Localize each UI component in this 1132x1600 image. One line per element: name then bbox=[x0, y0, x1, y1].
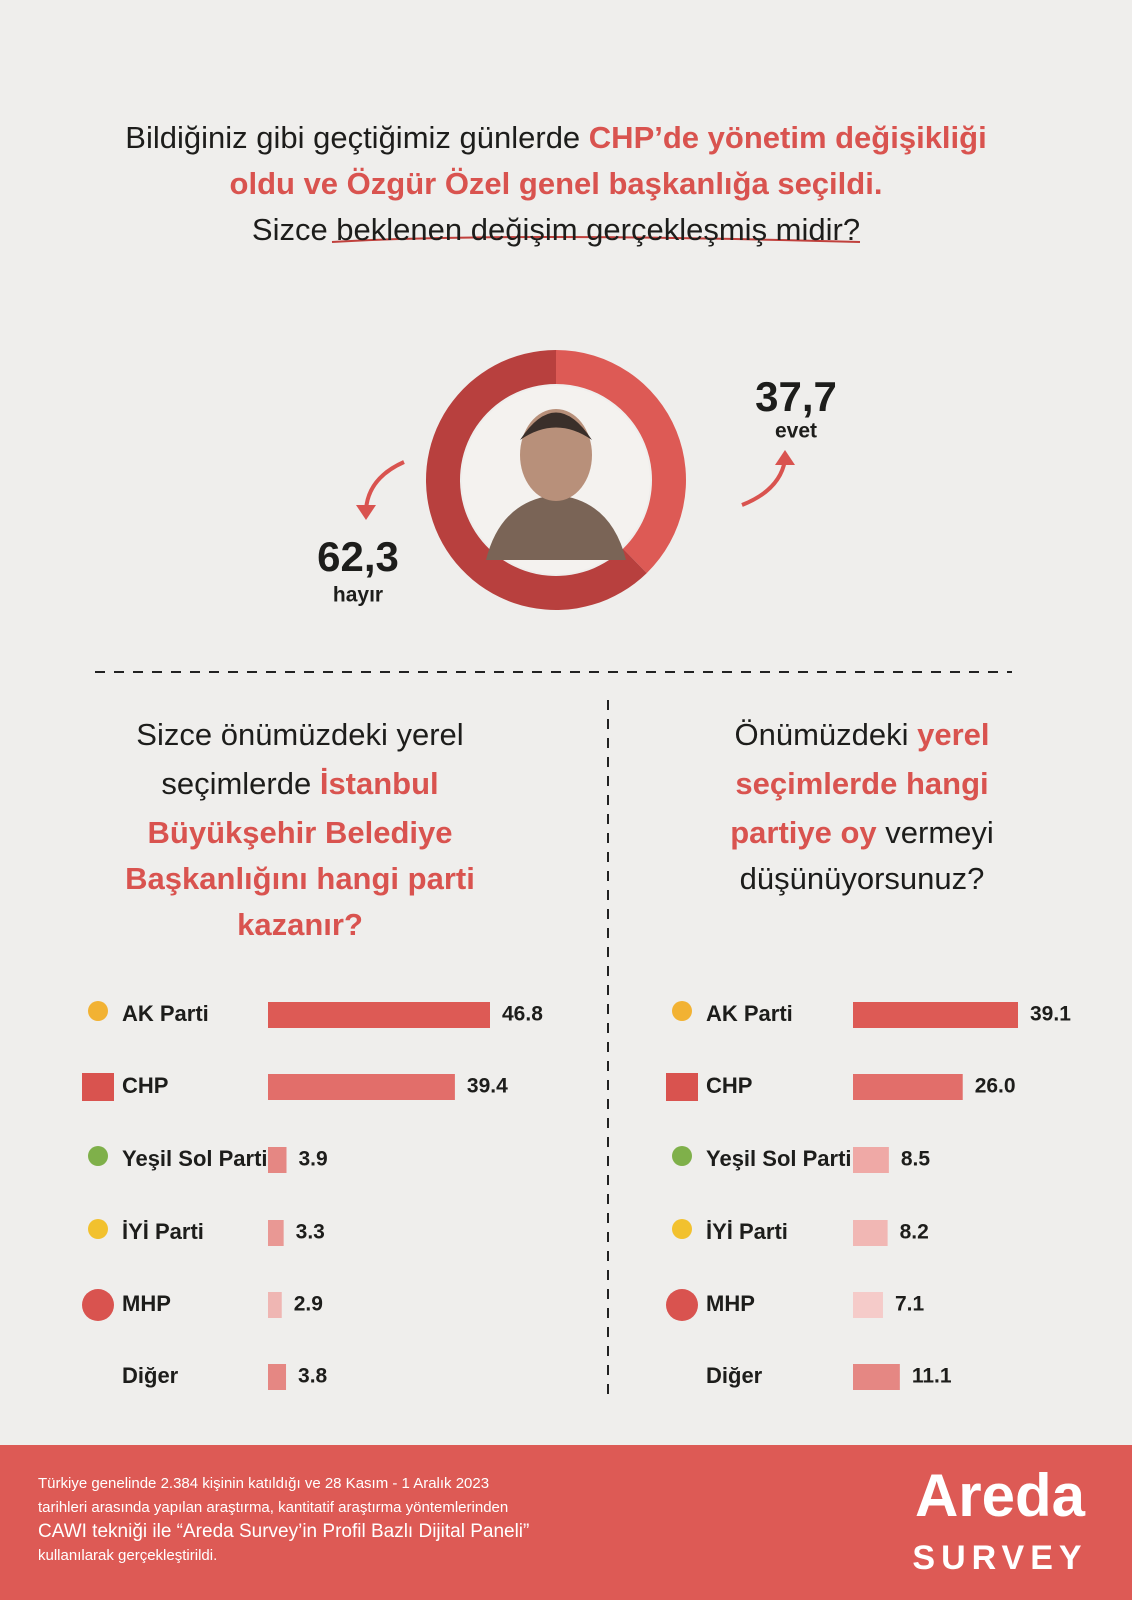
title-line: Sizce beklenen değişim gerçekleşmiş midi… bbox=[252, 212, 860, 247]
bar bbox=[853, 1002, 1018, 1028]
arrow bbox=[364, 460, 405, 511]
underline bbox=[331, 236, 861, 243]
category-label: Diğer bbox=[122, 1363, 179, 1388]
category-label: MHP bbox=[706, 1291, 755, 1316]
title-line: Önümüzdeki yerel bbox=[734, 717, 989, 752]
party-logo bbox=[88, 1001, 108, 1021]
party-logo bbox=[666, 1289, 698, 1321]
category-label: Yeşil Sol Parti bbox=[122, 1146, 268, 1171]
title-line: Başkanlığını hangi parti bbox=[125, 861, 475, 896]
title-line: Bildiğiniz gibi geçtiğimiz günlerde CHP’… bbox=[125, 120, 986, 155]
value-label: 2.9 bbox=[294, 1293, 323, 1316]
title-part: Büyükşehir Belediye bbox=[148, 815, 453, 850]
donut-segment bbox=[556, 350, 686, 574]
value-label: 26.0 bbox=[975, 1075, 1016, 1098]
bar bbox=[268, 1074, 455, 1100]
title-part: kazanır? bbox=[237, 907, 363, 942]
arrow bbox=[741, 459, 787, 507]
value-label: 62,3 bbox=[317, 533, 399, 580]
bar bbox=[268, 1292, 282, 1318]
title-part: oldu ve Özgür Özel genel başkanlığa seçi… bbox=[230, 166, 883, 201]
title-line: Büyükşehir Belediye bbox=[148, 815, 453, 850]
donut-segment bbox=[425, 350, 647, 610]
portrait-head bbox=[520, 409, 592, 501]
title-part: Önümüzdeki bbox=[734, 717, 917, 752]
portrait bbox=[486, 495, 626, 560]
category-label: CHP bbox=[706, 1073, 752, 1098]
party-logo bbox=[88, 1219, 108, 1239]
value-label: 46.8 bbox=[502, 1003, 543, 1026]
arrow-head bbox=[775, 450, 795, 465]
title-part: vermeyi bbox=[877, 815, 994, 850]
title-part: Sizce önümüzdeki yerel bbox=[136, 717, 463, 752]
category-label: İYİ Parti bbox=[122, 1219, 204, 1244]
title-part: partiye oy bbox=[730, 815, 877, 850]
value-label: 3.9 bbox=[299, 1148, 328, 1171]
value-label: 37,7 bbox=[755, 373, 837, 420]
value-label: 39.1 bbox=[1030, 1003, 1071, 1026]
bar bbox=[853, 1074, 963, 1100]
title-line: seçimlerde İstanbul bbox=[161, 766, 438, 801]
title-line: oldu ve Özgür Özel genel başkanlığa seçi… bbox=[230, 166, 883, 201]
bar bbox=[853, 1364, 900, 1390]
category-label: AK Parti bbox=[706, 1001, 793, 1026]
footer-text: CAWI tekniği ile “Areda Survey’in Profil… bbox=[38, 1521, 529, 1542]
party-logo bbox=[82, 1073, 114, 1101]
party-logo bbox=[672, 1001, 692, 1021]
title-part: Başkanlığını hangi parti bbox=[125, 861, 475, 896]
value-label: 39.4 bbox=[467, 1075, 508, 1098]
title-line: partiye oy vermeyi bbox=[730, 815, 994, 850]
title-part: seçimlerde bbox=[161, 766, 320, 801]
title-part: İstanbul bbox=[320, 766, 439, 801]
party-logo bbox=[82, 1289, 114, 1321]
brand-sub: SURVEY bbox=[912, 1539, 1087, 1577]
value-label: 7.1 bbox=[895, 1293, 925, 1316]
value-label: 3.3 bbox=[296, 1221, 325, 1244]
footer-text: tarihleri arasında yapılan araştırma, ka… bbox=[38, 1499, 508, 1516]
value-label: 3.8 bbox=[298, 1365, 328, 1388]
title-part: Bildiğiniz gibi geçtiğimiz günlerde bbox=[125, 120, 589, 155]
portrait-hair bbox=[520, 412, 592, 440]
party-logo bbox=[666, 1073, 698, 1101]
title-line: seçimlerde hangi bbox=[735, 766, 988, 801]
party-logo bbox=[672, 1146, 692, 1166]
title-part: yerel bbox=[917, 717, 989, 752]
value-label: 8.5 bbox=[901, 1148, 931, 1171]
category-label: AK Parti bbox=[122, 1001, 209, 1026]
title-line: düşünüyorsunuz? bbox=[740, 861, 985, 896]
value-label: 8.2 bbox=[900, 1221, 929, 1244]
bar bbox=[268, 1364, 287, 1390]
arrow-head bbox=[356, 505, 376, 520]
footer-band bbox=[0, 1445, 1132, 1600]
bar bbox=[853, 1220, 888, 1246]
brand: Areda bbox=[915, 1462, 1086, 1529]
category-label: MHP bbox=[122, 1291, 171, 1316]
title-line: kazanır? bbox=[237, 907, 363, 942]
title-part: Sizce beklenen değişim gerçekleşmiş midi… bbox=[252, 212, 860, 247]
title-part: seçimlerde hangi bbox=[735, 766, 988, 801]
value-label: 11.1 bbox=[912, 1365, 952, 1388]
title-part: CHP’de yönetim değişikliği bbox=[589, 120, 987, 155]
bar bbox=[268, 1220, 284, 1246]
title-part: düşünüyorsunuz? bbox=[740, 861, 985, 896]
bar bbox=[853, 1147, 889, 1173]
category-label: evet bbox=[775, 420, 817, 443]
footer-text: kullanılarak gerçekleştirildi. bbox=[38, 1547, 217, 1564]
category-label: hayır bbox=[333, 584, 383, 607]
party-logo bbox=[672, 1219, 692, 1239]
bar bbox=[268, 1002, 490, 1028]
category-label: İYİ Parti bbox=[706, 1219, 788, 1244]
footer-text: Türkiye genelinde 2.384 kişinin katıldığ… bbox=[38, 1475, 489, 1492]
bar bbox=[853, 1292, 883, 1318]
category-label: Yeşil Sol Parti bbox=[706, 1146, 852, 1171]
title-line: Sizce önümüzdeki yerel bbox=[136, 717, 463, 752]
party-logo bbox=[88, 1146, 108, 1166]
category-label: Diğer bbox=[706, 1363, 763, 1388]
bar bbox=[268, 1147, 287, 1173]
category-label: CHP bbox=[122, 1073, 168, 1098]
